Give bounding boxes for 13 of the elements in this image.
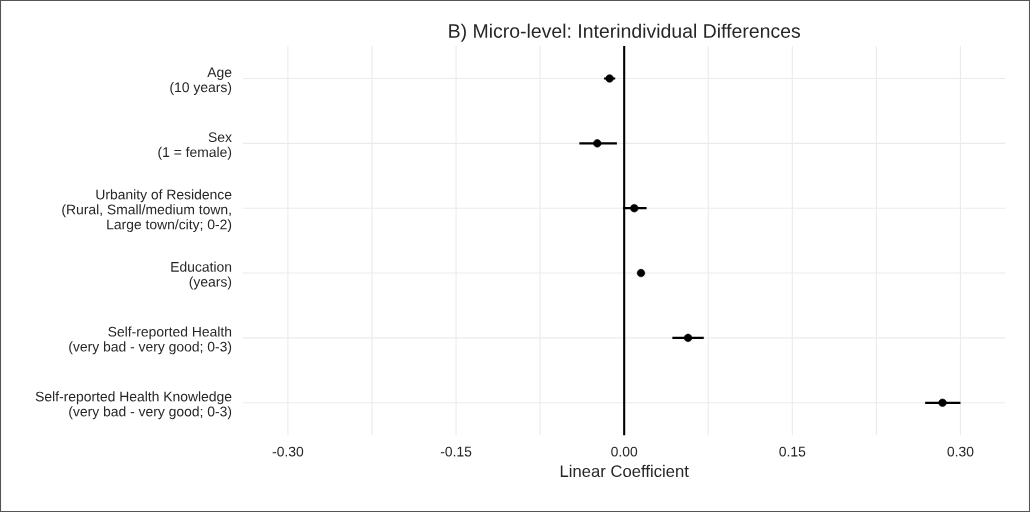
- x-tick-label: 0.00: [611, 446, 638, 457]
- y-tick-label: Education (years): [171, 261, 232, 290]
- x-tick-label: 0.15: [779, 446, 806, 457]
- x-tick-label: -0.15: [440, 446, 472, 457]
- y-tick-label: Urbanity of Residence (Rural, Small/medium town, Large town/city; 0-2): [62, 189, 232, 233]
- x-axis-title: Linear Coefficient: [560, 464, 689, 478]
- y-tick-label: Self-reported Health Knowledge (very bad - very good; 0-3): [35, 391, 232, 420]
- x-tick-label: 0.30: [947, 446, 974, 457]
- x-tick-label: -0.30: [272, 446, 304, 457]
- y-tick-label: Age (10 years): [170, 67, 232, 95]
- y-tick-label: Sex (1 = female): [158, 132, 232, 160]
- y-tick-label: Self-reported Health (very bad - very good; 0-3): [69, 326, 232, 355]
- chart-title: B) Micro-level: Interindividual Differences: [449, 23, 800, 42]
